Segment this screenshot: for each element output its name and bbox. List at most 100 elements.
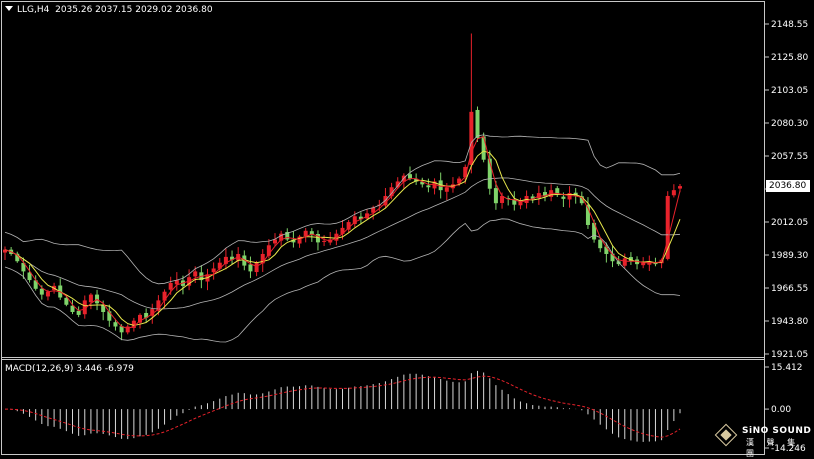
candle-body — [315, 234, 320, 243]
candle-body — [260, 253, 265, 264]
bollinger-lower-band — [4, 218, 681, 343]
price-axis-label: 1943.80 — [771, 317, 808, 327]
candle-body — [279, 233, 284, 241]
candle-body — [543, 192, 547, 196]
candle-body — [230, 256, 235, 260]
candle-body — [475, 109, 480, 138]
candle-body — [493, 188, 498, 204]
ohlc-values: 2035.26 2037.15 2029.02 2036.80 — [55, 5, 213, 15]
candle-body — [426, 185, 431, 188]
price-axis-label: 2125.80 — [771, 53, 808, 63]
candle-body — [671, 190, 676, 196]
candle-body — [70, 305, 75, 313]
candle-body — [144, 312, 149, 318]
candle-body — [27, 272, 32, 281]
candle-body — [592, 222, 597, 240]
candle-body — [420, 181, 425, 185]
candle-body — [15, 253, 20, 262]
price-axis-label: 2057.55 — [771, 152, 808, 162]
candle-body — [678, 186, 682, 189]
price-axis-label: 1966.55 — [771, 284, 808, 294]
pane-separator[interactable] — [1, 357, 765, 358]
candle-body — [248, 264, 253, 272]
candle-body — [82, 300, 87, 315]
current-price-tag: 2036.80 — [766, 180, 810, 193]
candle-body — [211, 268, 216, 273]
candle-body — [101, 304, 106, 313]
candle-body — [297, 236, 302, 244]
candle-body — [168, 282, 173, 290]
candle-body — [119, 326, 124, 333]
candle-body — [138, 314, 142, 323]
candle-body — [610, 253, 615, 262]
candle-body — [389, 187, 394, 197]
candle-body — [371, 207, 376, 213]
candle-body — [162, 291, 167, 301]
candle-body — [45, 291, 50, 297]
candle-body — [579, 196, 584, 204]
macd-axis-label: 0.00 — [771, 405, 791, 415]
candle-body — [555, 188, 560, 195]
candle-body — [309, 231, 314, 236]
candle-body — [334, 233, 339, 241]
pane-separator-lower — [1, 359, 765, 360]
candle-body — [3, 249, 7, 253]
candle-body — [88, 294, 93, 303]
candle-body — [150, 309, 155, 316]
candle-body — [193, 271, 198, 277]
price-axis-label: 2012.05 — [771, 218, 808, 228]
candle-body — [21, 262, 26, 272]
candle-body — [64, 297, 69, 305]
candle-body — [273, 239, 277, 244]
candle-body — [107, 311, 112, 321]
bollinger-upper-band — [4, 134, 681, 285]
candle-body — [567, 193, 572, 200]
candle-body — [113, 322, 118, 327]
candle-body — [39, 288, 44, 295]
candle-body — [457, 178, 462, 184]
candle-body — [481, 136, 486, 160]
candle-body — [131, 320, 136, 328]
candle-body — [76, 310, 81, 315]
macd-axis-label: -14.246 — [771, 444, 806, 454]
logo-chinese-name: 漢 聲 集 團 — [746, 438, 801, 458]
candle-body — [414, 178, 419, 182]
candle-body — [487, 158, 492, 189]
candle-body — [518, 201, 523, 206]
price-axis-label: 2103.05 — [771, 86, 808, 96]
chart-header: LLG,H4 2035.26 2037.15 2029.02 2036.80 — [5, 5, 213, 15]
candle-body — [242, 255, 247, 266]
candle-body — [628, 257, 633, 262]
candle-body — [561, 196, 566, 199]
candle-body — [322, 240, 327, 242]
candle-body — [346, 222, 351, 230]
candle-body — [463, 166, 468, 177]
candle-body — [217, 262, 222, 269]
candle-body — [506, 198, 511, 200]
candle-body — [303, 230, 308, 237]
fast-moving-average-line — [4, 135, 681, 329]
candle-body — [291, 239, 296, 243]
candle-body — [641, 262, 646, 266]
candle-body — [408, 174, 412, 179]
candle-body — [352, 216, 357, 225]
candle-body — [33, 280, 38, 289]
candle-body — [622, 258, 627, 266]
candle-body — [174, 280, 179, 285]
logo-name: SiNO SOUND — [742, 426, 812, 436]
candle-body — [340, 227, 345, 234]
macd-indicator-label: MACD(12,26,9) 3.446 -6.979 — [5, 364, 134, 374]
candle-body — [500, 195, 505, 203]
candle-body — [585, 205, 590, 225]
price-axis-label: 2080.30 — [771, 119, 808, 129]
candle-body — [530, 196, 535, 199]
candle-body — [469, 111, 474, 165]
price-axis-label: 1989.30 — [771, 251, 808, 261]
candle-body — [512, 199, 517, 205]
macd-signal-line — [4, 375, 681, 438]
candle-body — [254, 262, 259, 273]
candle-body — [653, 262, 658, 265]
collapse-triangle-icon[interactable] — [5, 6, 13, 11]
candle-body — [156, 300, 161, 311]
